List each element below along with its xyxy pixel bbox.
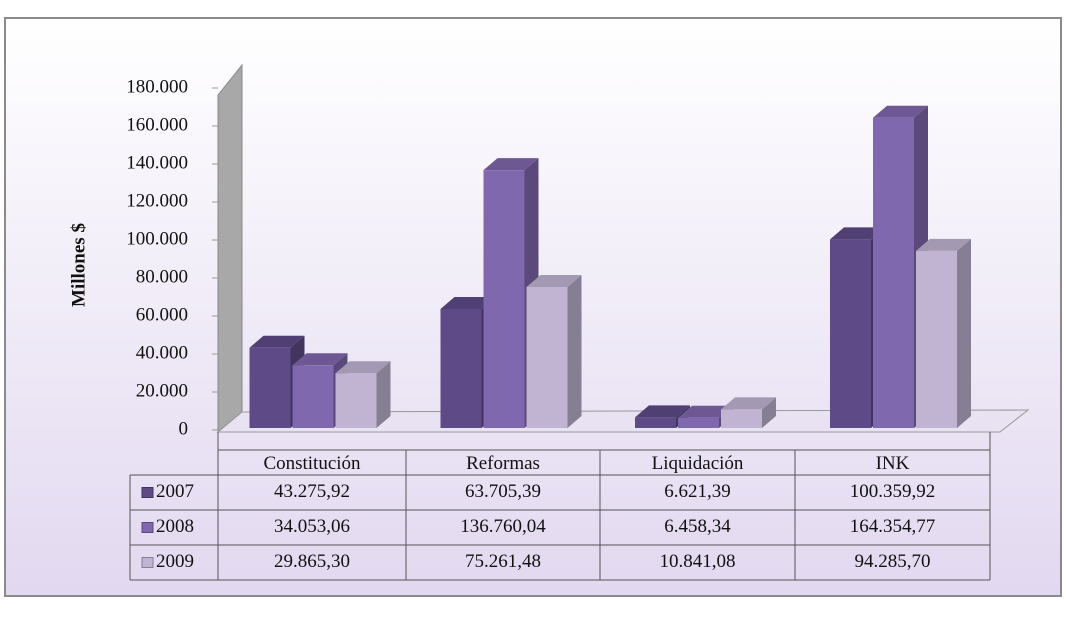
bar-top — [335, 361, 391, 374]
bar-top — [873, 105, 928, 118]
bar — [916, 250, 957, 428]
bar-side — [567, 275, 582, 428]
y-tick-label: 80.000 — [136, 266, 188, 287]
table-cell: 94.285,70 — [855, 551, 931, 572]
bar-top — [830, 227, 885, 240]
side-wall — [217, 63, 243, 434]
y-tick-label: 100.000 — [126, 228, 188, 249]
floor — [216, 409, 1030, 433]
bar — [292, 365, 334, 428]
bar — [635, 417, 676, 428]
bar-top — [635, 405, 690, 418]
bar-top — [678, 405, 733, 418]
x-tick-label: Constitución — [263, 453, 361, 474]
legend-swatch — [141, 522, 154, 533]
y-tick-label: 40.000 — [136, 342, 188, 363]
y-axis-label: Millones $ — [68, 223, 89, 307]
bar — [830, 239, 871, 428]
bar-top — [526, 275, 582, 288]
bar — [335, 373, 377, 428]
bar-side — [957, 238, 971, 428]
bar — [526, 287, 568, 428]
table-cell: 43.275,92 — [274, 481, 350, 502]
y-tick-label: 0 — [179, 418, 189, 439]
y-tick-label: 180.000 — [126, 76, 188, 97]
x-tick-label: Liquidación — [652, 453, 744, 474]
x-tick-label: INK — [876, 453, 910, 474]
table-cell: 75.261,48 — [465, 551, 541, 572]
table-cell: 10.841,08 — [660, 551, 736, 572]
x-tick-label: Reformas — [466, 453, 540, 474]
bar — [440, 308, 482, 428]
y-tick-label: 20.000 — [136, 380, 188, 401]
y-tick-label: 140.000 — [126, 152, 188, 173]
y-tick-label: 160.000 — [126, 114, 188, 135]
bar — [483, 170, 525, 428]
table-cell: 136.760,04 — [460, 516, 546, 537]
table-cell: 6.621,39 — [664, 481, 731, 502]
bar-side — [376, 361, 391, 428]
bar-top — [440, 296, 496, 309]
legend-label: 2007 — [156, 481, 194, 502]
bar-side — [762, 397, 776, 428]
bar — [873, 117, 914, 428]
bar — [721, 409, 762, 428]
bar-top — [916, 238, 971, 251]
bar-top — [292, 353, 348, 366]
legend-swatch — [141, 557, 154, 568]
bar-top — [249, 335, 305, 348]
bar — [678, 417, 719, 428]
legend-swatch — [141, 487, 154, 498]
table-cell: 29.865,30 — [274, 551, 350, 572]
table-cell: 164.354,77 — [850, 516, 936, 537]
y-tick-label: 120.000 — [126, 190, 188, 211]
legend-label: 2008 — [156, 516, 194, 537]
table-cell: 34.053,06 — [274, 516, 350, 537]
bar — [249, 347, 291, 428]
legend-label: 2009 — [156, 551, 194, 572]
bar-top — [721, 397, 776, 410]
table-cell: 6.458,34 — [664, 516, 731, 537]
y-tick-label: 60.000 — [136, 304, 188, 325]
bar-top — [483, 158, 539, 171]
table-cell: 100.359,92 — [850, 481, 936, 502]
table-cell: 63.705,39 — [465, 481, 541, 502]
